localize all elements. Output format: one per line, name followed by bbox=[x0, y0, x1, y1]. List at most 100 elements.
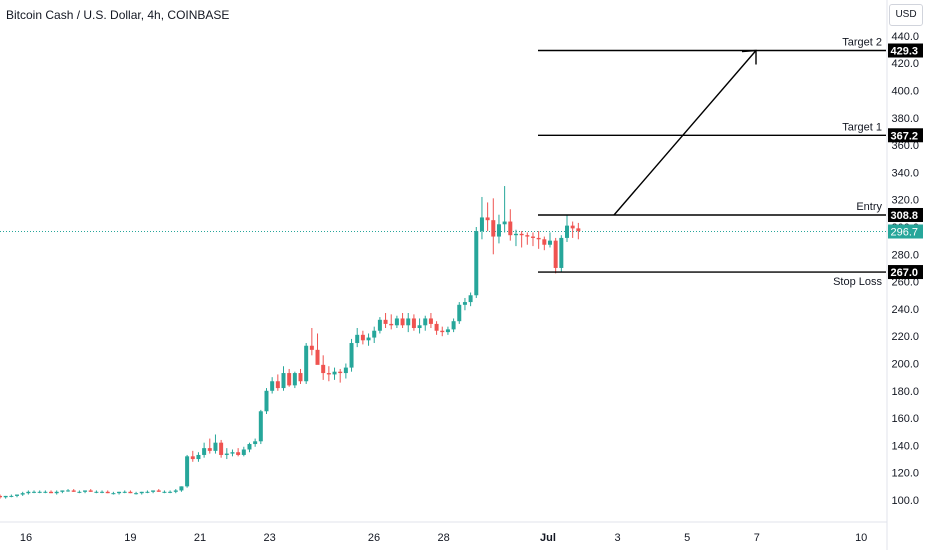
candle-body bbox=[326, 373, 331, 375]
candle-body bbox=[536, 237, 541, 240]
trade-levels[interactable]: Target 2 Target 1 Entry Stop Loss bbox=[538, 37, 886, 289]
candle-body bbox=[525, 235, 530, 237]
candle bbox=[553, 237, 558, 274]
y-tick-label: 440.0 bbox=[891, 31, 919, 43]
candle-body bbox=[309, 345, 314, 350]
candle bbox=[496, 214, 501, 244]
candle-body bbox=[49, 491, 54, 494]
candle-body bbox=[162, 491, 167, 493]
currency-button[interactable]: USD bbox=[889, 4, 923, 26]
candle-body bbox=[43, 491, 48, 493]
x-tick-label: 16 bbox=[20, 532, 32, 544]
x-tick-label: Jul bbox=[540, 532, 556, 544]
candle bbox=[105, 490, 110, 494]
candle-body bbox=[156, 490, 161, 492]
candle bbox=[168, 490, 173, 494]
candle bbox=[117, 491, 122, 495]
candle bbox=[202, 442, 207, 458]
candle-body bbox=[304, 345, 309, 382]
y-tick-label: 100.0 bbox=[891, 495, 919, 507]
candle bbox=[26, 490, 31, 495]
candle-body bbox=[26, 491, 31, 494]
candle-body bbox=[445, 329, 450, 333]
candle-body bbox=[173, 490, 178, 492]
candle-body bbox=[423, 318, 428, 326]
candle-body bbox=[287, 373, 292, 386]
candles[interactable] bbox=[0, 186, 581, 499]
level-target-2: Target 2 bbox=[538, 37, 886, 52]
candle bbox=[66, 489, 71, 492]
candle-body bbox=[502, 221, 507, 225]
candle bbox=[241, 446, 246, 457]
candle-body bbox=[559, 237, 564, 268]
candle bbox=[43, 490, 48, 494]
candle-body bbox=[428, 318, 433, 324]
x-tick-label: 7 bbox=[754, 532, 760, 544]
candle bbox=[400, 312, 405, 329]
candle-body bbox=[185, 456, 190, 487]
candle bbox=[530, 232, 535, 247]
candle bbox=[485, 202, 490, 232]
candle bbox=[468, 292, 473, 307]
candle-body bbox=[0, 495, 2, 498]
candle bbox=[151, 490, 156, 494]
price-tag-bg bbox=[888, 224, 923, 239]
y-tick-label: 120.0 bbox=[891, 468, 919, 480]
candle-body bbox=[66, 490, 71, 492]
symbol-title[interactable]: Bitcoin Cash / U.S. Dollar, 4h, COINBASE bbox=[6, 8, 230, 22]
candle-body bbox=[451, 321, 456, 330]
y-tick-label: 220.0 bbox=[891, 331, 919, 343]
candle-body bbox=[474, 231, 479, 296]
candle-body bbox=[434, 323, 439, 331]
y-tick-label: 260.0 bbox=[891, 277, 919, 289]
level-name: Entry bbox=[856, 201, 882, 213]
candle bbox=[156, 489, 161, 492]
candle-body bbox=[332, 371, 337, 375]
candle-body bbox=[366, 337, 371, 341]
x-tick-label: 21 bbox=[194, 532, 206, 544]
candle bbox=[428, 312, 433, 329]
candle bbox=[366, 333, 371, 346]
candle bbox=[434, 321, 439, 335]
candle-body bbox=[60, 490, 65, 492]
candle-body bbox=[400, 318, 405, 326]
candle bbox=[224, 448, 229, 460]
time-axis[interactable]: 16 19 21 23 26 28 Jul 3 5 7 10 bbox=[20, 532, 867, 544]
candle bbox=[445, 326, 450, 335]
candle bbox=[394, 315, 399, 329]
candle-body bbox=[542, 239, 547, 245]
candle bbox=[343, 363, 348, 379]
y-tick-label: 340.0 bbox=[891, 167, 919, 179]
level-entry: Entry bbox=[538, 201, 886, 216]
y-tick-label: 280.0 bbox=[891, 249, 919, 261]
candle-body bbox=[338, 371, 343, 374]
candle-body bbox=[134, 493, 139, 495]
candle-body bbox=[394, 318, 399, 326]
candle-body bbox=[264, 390, 269, 412]
candle bbox=[60, 490, 65, 494]
y-tick-label: 400.0 bbox=[891, 86, 919, 98]
y-tick-label: 200.0 bbox=[891, 359, 919, 371]
candle bbox=[77, 490, 82, 494]
candle-body bbox=[128, 491, 133, 494]
candle bbox=[32, 490, 37, 494]
candle bbox=[411, 314, 416, 331]
y-tick-label: 180.0 bbox=[891, 386, 919, 398]
candle bbox=[355, 328, 360, 348]
candle bbox=[134, 491, 139, 495]
candle-body bbox=[281, 373, 286, 389]
candle bbox=[162, 490, 167, 494]
candle-body bbox=[139, 491, 144, 494]
candle bbox=[207, 438, 212, 454]
candle bbox=[508, 209, 513, 241]
candle bbox=[474, 227, 479, 298]
candle bbox=[292, 371, 297, 389]
projection-arrow[interactable] bbox=[613, 49, 757, 216]
price-axis[interactable]: 100.0 120.0 140.0 160.0 180.0 200.0 220.0 240.0… bbox=[891, 31, 919, 507]
level-name: Target 2 bbox=[842, 37, 882, 49]
x-tick-label: 28 bbox=[437, 532, 449, 544]
candle-body bbox=[224, 453, 229, 455]
candle-body bbox=[468, 295, 473, 303]
candle-body bbox=[111, 493, 116, 495]
